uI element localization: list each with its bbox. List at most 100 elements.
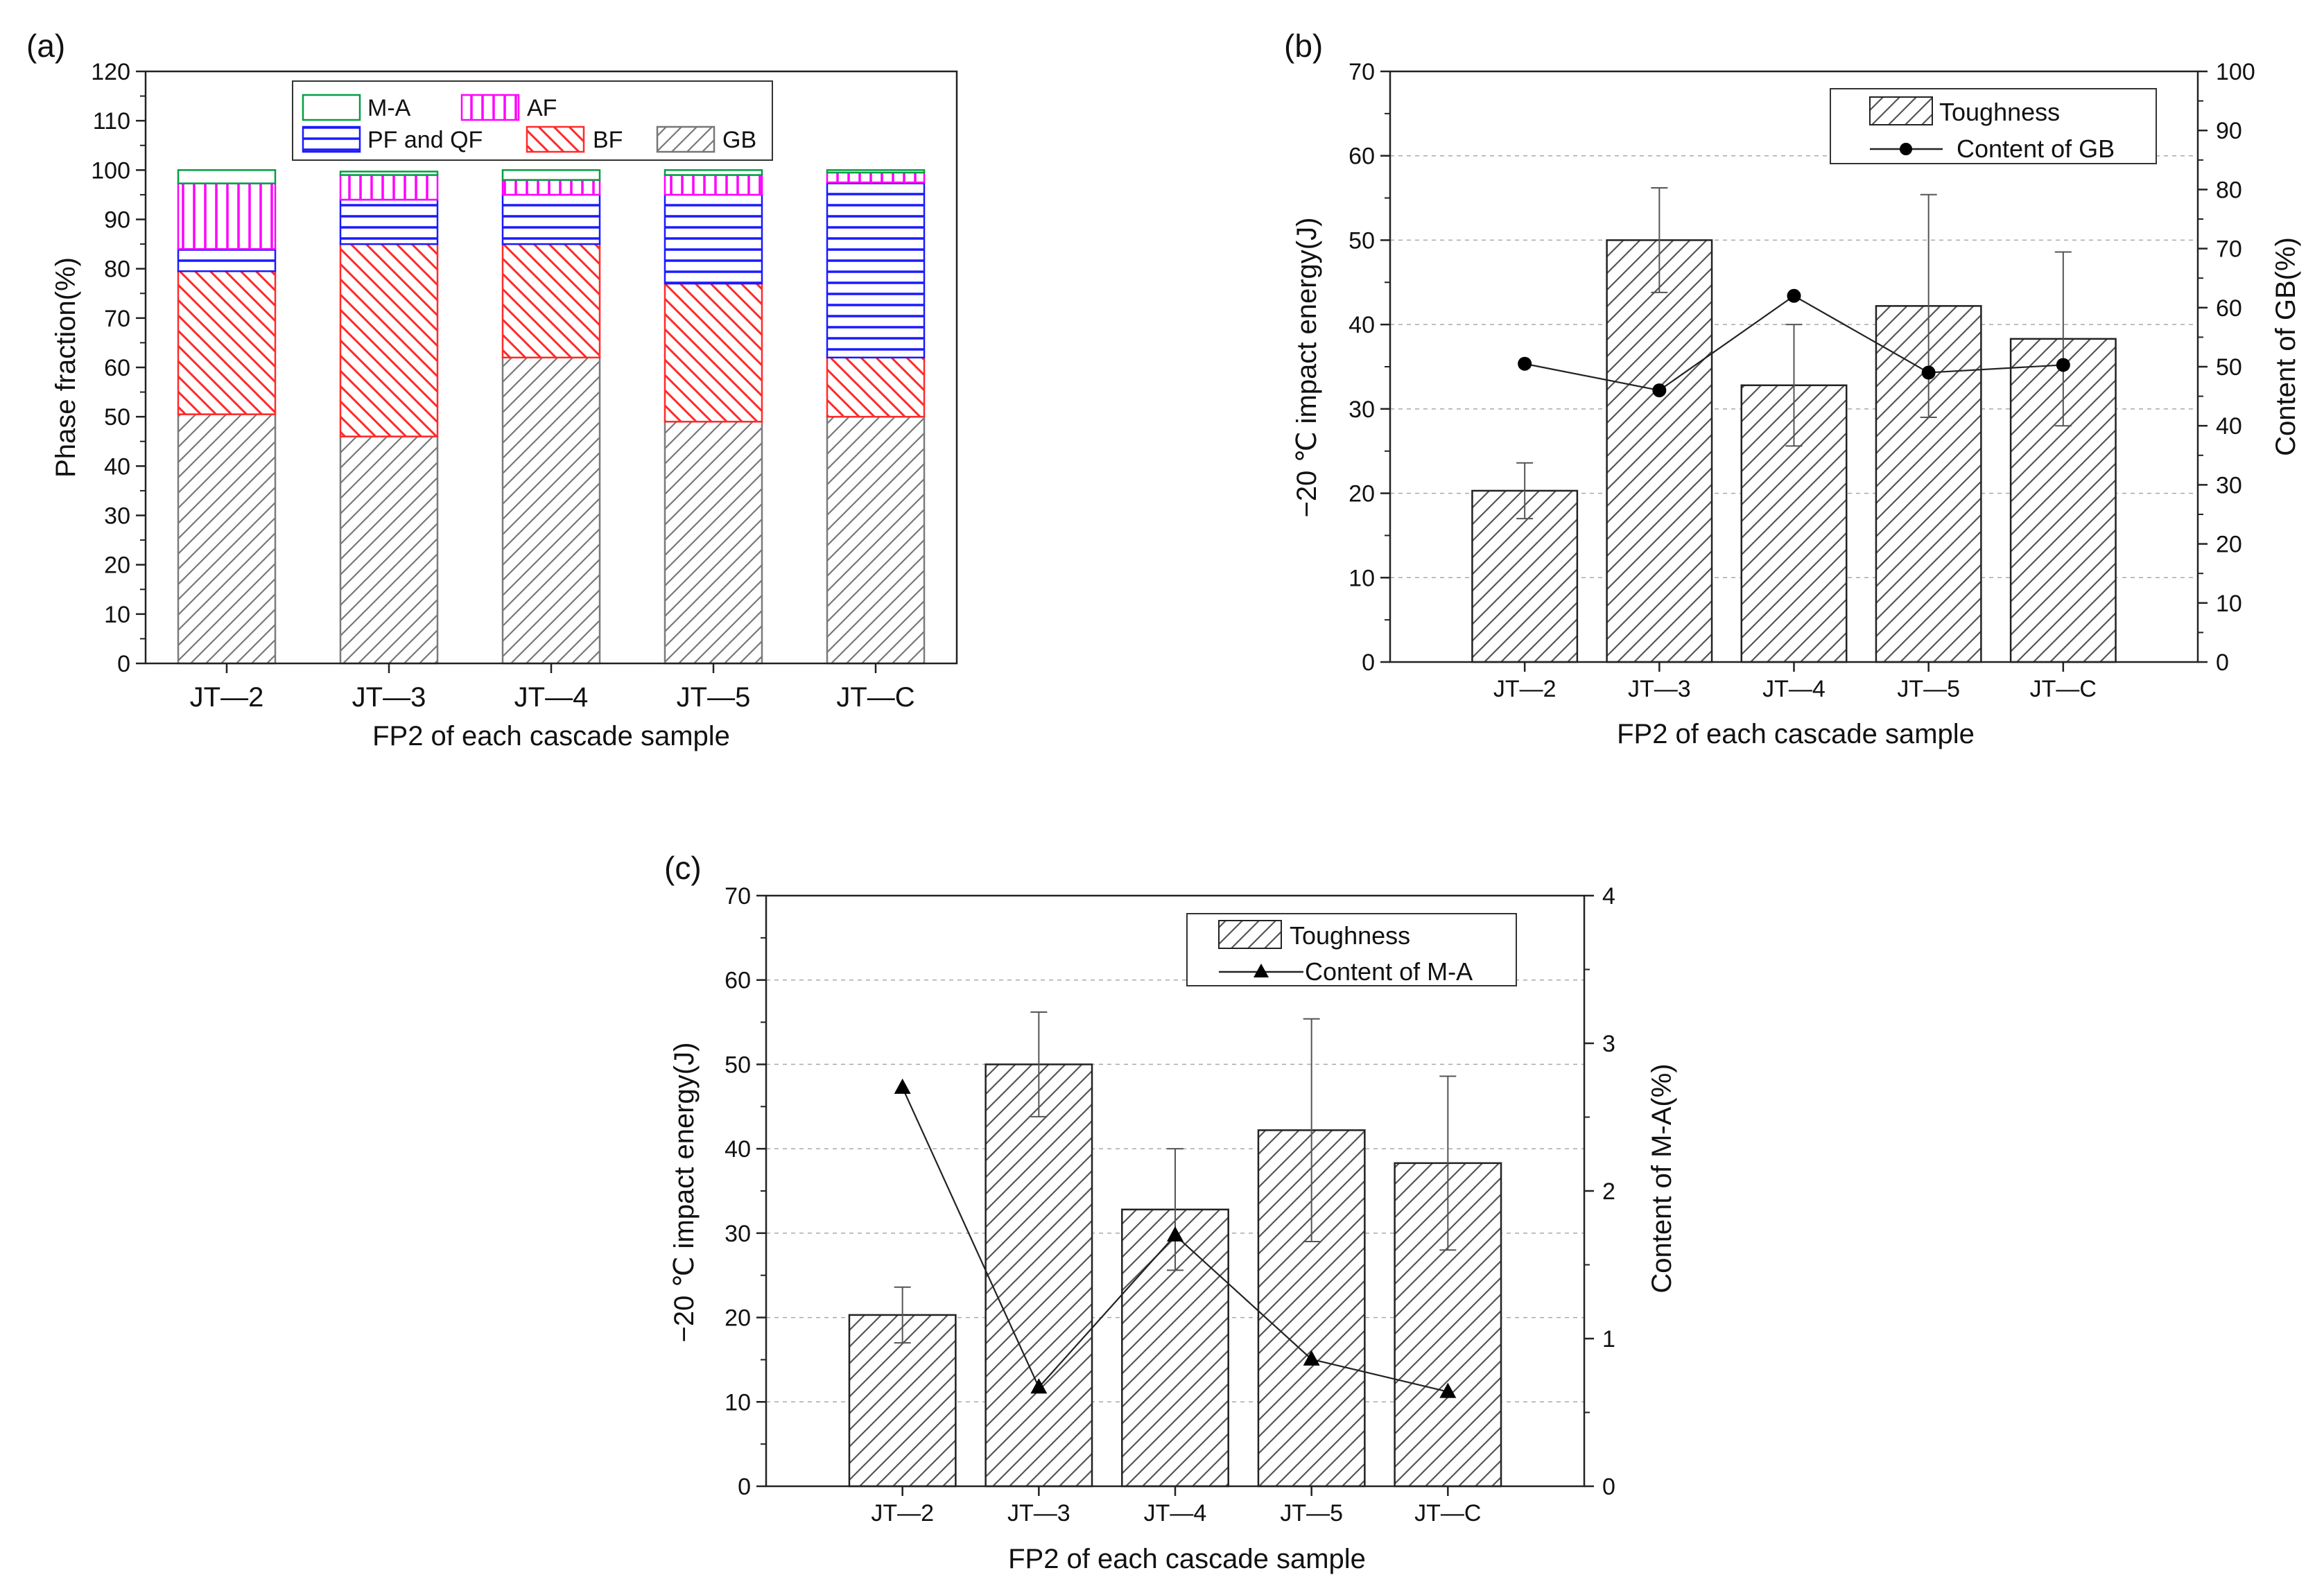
panel-label-c: (c) bbox=[664, 850, 702, 886]
y-axis-title-b: −20 ℃ impact energy(J) bbox=[1292, 218, 1322, 518]
line-marker-c bbox=[894, 1078, 911, 1094]
legend-marker-ma bbox=[1254, 964, 1269, 977]
bar-toughness bbox=[1606, 239, 1713, 663]
errorbars-b bbox=[1516, 186, 2072, 520]
y-tick-label-a: 70 bbox=[104, 306, 130, 332]
y-tick-label-b: 20 bbox=[1349, 481, 1375, 507]
bars-b bbox=[1471, 239, 2117, 663]
legend-swatch-toughness-c bbox=[1218, 920, 1282, 949]
x-axis-title-a: FP2 of each cascade sample bbox=[372, 721, 730, 751]
line-marker-c bbox=[1303, 1350, 1320, 1366]
x-axis-title-b: FP2 of each cascade sample bbox=[1617, 719, 1975, 749]
y-tick-label-b: 40 bbox=[1349, 312, 1375, 338]
y-right-tick-label-b: 0 bbox=[2216, 650, 2229, 676]
y-axis-right-c: 0 1 2 3 4 bbox=[1584, 883, 1615, 1500]
y-right-tick-label-c: 4 bbox=[1602, 883, 1615, 910]
legend-label-gb: GB bbox=[722, 127, 756, 153]
line-marker-b bbox=[1652, 383, 1667, 398]
y-tick-label-b: 10 bbox=[1349, 565, 1375, 591]
legend-label-pfqf: PF and QF bbox=[367, 127, 483, 153]
y-tick-label-b: 30 bbox=[1349, 397, 1375, 423]
legend-label-gb-b: Content of GB bbox=[1957, 134, 2115, 163]
chart-panel-b: (b) 0 10 20 30 40 50 60 70 0 10 20 30 40 50 60 70 80 90 1… bbox=[1284, 28, 2301, 749]
y-tick-label-c: 30 bbox=[725, 1221, 751, 1247]
bar-segment-pf-and-qf bbox=[501, 193, 601, 245]
bar-segment-gb bbox=[664, 421, 763, 665]
legend-label-bf: BF bbox=[593, 127, 623, 153]
bar-segment-m-a bbox=[339, 171, 439, 176]
y-tick-label-c: 0 bbox=[738, 1474, 751, 1500]
x-tick-label-c: JT—3 bbox=[1007, 1500, 1070, 1526]
legend-swatch-toughness-b bbox=[1869, 96, 1933, 125]
panel-label-a: (a) bbox=[26, 28, 65, 64]
bar-segment-pf-and-qf bbox=[826, 181, 926, 359]
y-tick-label-c: 10 bbox=[725, 1389, 751, 1416]
x-tick-label-b: JT—C bbox=[2030, 676, 2097, 702]
x-tick-label-b: JT—5 bbox=[1897, 676, 1960, 702]
bar-segment-af bbox=[664, 174, 763, 196]
line-marker-b bbox=[1518, 356, 1532, 371]
bar-segment-m-a bbox=[501, 169, 601, 181]
y-axis-title-right-b: Content of GB(%) bbox=[2271, 237, 2301, 456]
y-axis-title-a: Phase fraction(%) bbox=[51, 257, 81, 478]
x-tick-label-a: JT—4 bbox=[514, 682, 589, 713]
y-axis-c: 0 10 20 30 40 50 60 70 bbox=[725, 883, 766, 1500]
y-right-tick-label-c: 3 bbox=[1602, 1031, 1615, 1057]
bars-a bbox=[177, 169, 926, 665]
y-tick-label-c: 60 bbox=[725, 968, 751, 994]
y-tick-label-a: 80 bbox=[104, 256, 130, 283]
y-axis-right-b: 0 10 20 30 40 50 60 70 80 90 100 bbox=[2198, 59, 2255, 676]
x-tick-label-b: JT—4 bbox=[1762, 676, 1826, 702]
y-right-tick-label-b: 20 bbox=[2216, 532, 2242, 558]
x-axis-c: JT—2 JT—3 JT—4 JT—5 JT—C bbox=[871, 1486, 1481, 1526]
bar-segment-gb bbox=[501, 356, 601, 665]
y-tick-label-c: 40 bbox=[725, 1136, 751, 1163]
y-right-tick-label-b: 10 bbox=[2216, 591, 2242, 617]
legend-swatch-gb bbox=[656, 125, 716, 153]
y-right-tick-label-c: 2 bbox=[1602, 1178, 1615, 1205]
x-tick-label-c: JT—C bbox=[1414, 1500, 1481, 1526]
legend-a: M-A AF PF and QF BF GB bbox=[292, 80, 773, 161]
x-axis-title-c: FP2 of each cascade sample bbox=[1008, 1544, 1366, 1574]
bar-segment-pf-and-qf bbox=[664, 193, 763, 285]
bar-segment-bf bbox=[177, 270, 277, 415]
y-tick-label-a: 0 bbox=[117, 651, 130, 677]
x-tick-label-a: JT—5 bbox=[677, 682, 751, 713]
y-right-tick-label-b: 40 bbox=[2216, 413, 2242, 439]
y-axis-title-c: −20 ℃ impact energy(J) bbox=[669, 1043, 700, 1343]
y-right-tick-label-b: 90 bbox=[2216, 118, 2242, 144]
bar-toughness bbox=[848, 1314, 957, 1488]
line-marker-b bbox=[1921, 365, 1936, 380]
line-marker-c bbox=[1030, 1378, 1048, 1394]
x-axis-b: JT—2 JT—3 JT—4 JT—5 JT—C bbox=[1493, 662, 2097, 702]
y-right-tick-label-b: 70 bbox=[2216, 236, 2242, 263]
y-tick-label-b: 50 bbox=[1349, 227, 1375, 254]
y-tick-label-a: 30 bbox=[104, 503, 130, 530]
y-right-tick-label-b: 100 bbox=[2216, 59, 2255, 85]
x-tick-label-a: JT—2 bbox=[190, 682, 264, 713]
y-tick-label-a: 90 bbox=[104, 207, 130, 234]
bar-segment-pf-and-qf bbox=[177, 247, 277, 272]
x-tick-label-a: JT—3 bbox=[352, 682, 426, 713]
bar-segment-gb bbox=[177, 413, 277, 665]
y-axis-a: 0 10 20 30 40 50 60 70 80 90 100 110 120 bbox=[91, 59, 146, 677]
line-marker-c bbox=[1167, 1226, 1183, 1242]
y-right-tick-label-b: 50 bbox=[2216, 354, 2242, 381]
bar-segment-pf-and-qf bbox=[339, 198, 439, 245]
y-right-tick-label-c: 0 bbox=[1602, 1474, 1615, 1500]
x-tick-label-a: JT—C bbox=[836, 682, 914, 713]
x-tick-label-c: JT—4 bbox=[1144, 1500, 1207, 1526]
bar-segment-gb bbox=[826, 415, 926, 665]
line-marker-b bbox=[2056, 358, 2070, 372]
legend-label-ma: M-A bbox=[367, 95, 411, 121]
bar-segment-af bbox=[826, 171, 926, 184]
x-tick-label-b: JT—3 bbox=[1628, 676, 1691, 702]
y-tick-label-a: 20 bbox=[104, 552, 130, 579]
bar-segment-af bbox=[501, 179, 601, 196]
bar-segment-m-a bbox=[664, 169, 763, 176]
line-c bbox=[894, 1078, 1457, 1398]
y-tick-label-a: 10 bbox=[104, 602, 130, 628]
bar-segment-m-a bbox=[826, 169, 926, 174]
